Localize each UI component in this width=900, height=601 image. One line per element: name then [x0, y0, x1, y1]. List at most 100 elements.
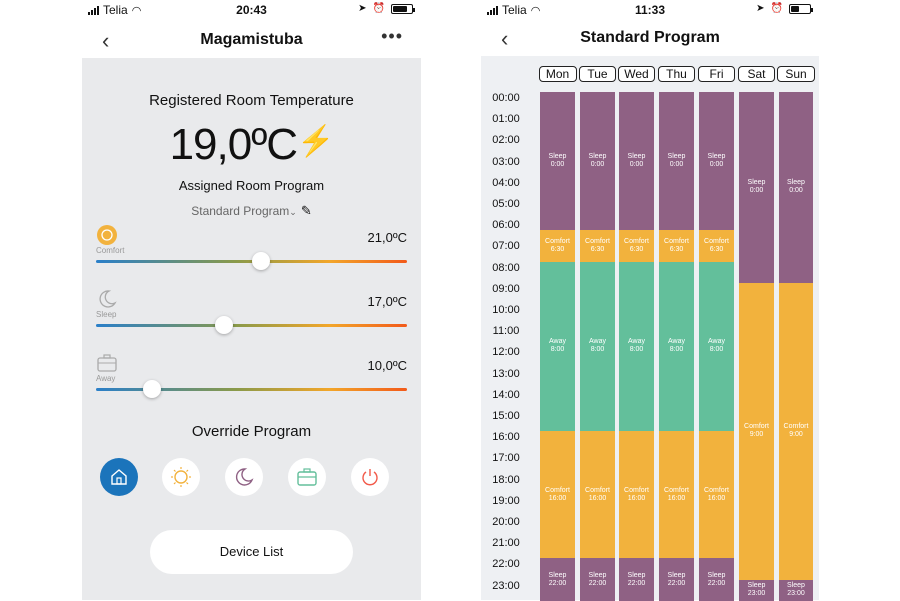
block-time: 0:00: [550, 160, 565, 168]
block-label: Comfort: [545, 486, 570, 494]
hour-label: 11:00: [492, 325, 520, 338]
location-icon: ➤: [756, 3, 765, 14]
status-bar: Telia ◠ 20:43 ➤ ⏰: [82, 0, 421, 20]
sleep-slider-thumb[interactable]: [214, 316, 233, 334]
block-label: Sleep: [787, 582, 805, 590]
schedule-block-sleep[interactable]: Sleep 0:00: [540, 92, 575, 230]
status-bar: Telia ◠ 11:33 ➤ ⏰: [481, 0, 819, 20]
sleep-value: 17,0ºC: [367, 294, 407, 309]
away-slider-track[interactable]: [96, 388, 407, 391]
block-time: 0:00: [789, 187, 803, 195]
block-time: 16:00: [667, 494, 686, 502]
hour-label: 14:00: [492, 388, 520, 401]
status-icons: ➤ ⏰: [358, 3, 415, 14]
day-header-sat: Sat: [738, 66, 775, 82]
day-header-fri: Fri: [698, 66, 735, 82]
override-away-button[interactable]: [288, 458, 326, 496]
page-title: Standard Program: [580, 29, 720, 46]
schedule-block-away[interactable]: Away 8:00: [580, 261, 615, 432]
schedule-block-sleep[interactable]: Sleep 22:00: [619, 558, 654, 601]
override-comfort-button[interactable]: [162, 458, 200, 496]
schedule-block-away[interactable]: Away 8:00: [540, 261, 575, 432]
block-time: 9:00: [749, 431, 764, 439]
hour-label: 07:00: [492, 240, 520, 253]
schedule-block-comfort[interactable]: Comfort 6:30: [699, 229, 734, 262]
temperature-value: 19,0ºC: [169, 120, 298, 169]
schedule-block-comfort[interactable]: Comfort 16:00: [540, 431, 575, 559]
hour-label: 02:00: [492, 134, 520, 147]
block-label: Sleep: [667, 152, 686, 160]
block-time: 22:00: [707, 579, 726, 587]
block-label: Sleep: [667, 571, 686, 579]
schedule-block-sleep[interactable]: Sleep 0:00: [739, 92, 774, 283]
schedule-block-sleep[interactable]: Sleep 23:00: [779, 579, 813, 601]
schedule-block-away[interactable]: Away 8:00: [619, 261, 654, 432]
schedule-block-comfort[interactable]: Comfort 9:00: [779, 282, 813, 580]
override-sleep-button[interactable]: [225, 458, 263, 496]
schedule-block-sleep[interactable]: Sleep 0:00: [779, 92, 813, 283]
wifi-icon: ◠: [530, 4, 541, 17]
schedule-block-sleep[interactable]: Sleep 23:00: [739, 579, 774, 601]
block-label: Comfort: [783, 423, 809, 431]
schedule-block-sleep[interactable]: Sleep 0:00: [619, 92, 654, 230]
schedule-block-sleep[interactable]: Sleep 0:00: [659, 92, 694, 230]
block-label: Comfort: [664, 486, 689, 494]
program-selector[interactable]: Standard Program⌄ ✎: [82, 203, 421, 219]
back-button[interactable]: ‹: [102, 28, 110, 53]
chevron-down-icon: ⌄: [289, 207, 297, 217]
comfort-slider-track[interactable]: [96, 260, 407, 263]
moon-icon: [99, 290, 117, 308]
block-time: 8:00: [709, 346, 724, 354]
alarm-icon: ⏰: [770, 3, 783, 14]
schedule-block-away[interactable]: Away 8:00: [699, 261, 734, 432]
hour-label: 22:00: [492, 558, 520, 571]
away-label: Away: [96, 374, 116, 383]
schedule-block-sleep[interactable]: Sleep 22:00: [659, 558, 694, 601]
block-time: 0:00: [709, 160, 724, 168]
schedule-block-comfort[interactable]: Comfort 6:30: [540, 229, 575, 262]
schedule-block-sleep[interactable]: Sleep 0:00: [580, 92, 615, 230]
override-home-button[interactable]: [100, 458, 138, 496]
signal-icon: [487, 5, 498, 15]
schedule-block-sleep[interactable]: Sleep 22:00: [540, 558, 575, 601]
block-label: Away: [549, 338, 566, 346]
block-label: Comfort: [624, 486, 649, 494]
hour-label: 04:00: [492, 176, 520, 189]
block-label: Away: [589, 338, 606, 346]
sleep-slider-track[interactable]: [96, 324, 407, 327]
schedule-block-comfort[interactable]: Comfort 16:00: [619, 431, 654, 559]
schedule-block-sleep[interactable]: Sleep 22:00: [580, 558, 615, 601]
away-slider-thumb[interactable]: [142, 380, 161, 398]
location-icon: ➤: [358, 3, 367, 14]
block-label: Sleep: [707, 571, 726, 579]
hour-label: 13:00: [492, 367, 520, 380]
schedule-block-comfort[interactable]: Comfort 16:00: [659, 431, 694, 559]
block-label: Comfort: [704, 237, 729, 245]
battery-icon: [789, 3, 813, 14]
block-label: Sleep: [627, 571, 646, 579]
block-label: Comfort: [585, 237, 610, 245]
schedule-block-away[interactable]: Away 8:00: [659, 261, 694, 432]
pencil-icon[interactable]: ✎: [300, 203, 312, 218]
schedule-block-comfort[interactable]: Comfort 16:00: [580, 431, 615, 559]
schedule-block-comfort[interactable]: Comfort 6:30: [619, 229, 654, 262]
schedule-block-comfort[interactable]: Comfort 16:00: [699, 431, 734, 559]
block-time: 22:00: [588, 579, 607, 587]
block-time: 0:00: [669, 160, 684, 168]
schedule-block-comfort[interactable]: Comfort 6:30: [580, 229, 615, 262]
block-time: 16:00: [707, 494, 726, 502]
more-options-button[interactable]: •••: [381, 26, 403, 46]
schedule-block-comfort[interactable]: Comfort 9:00: [739, 282, 774, 580]
schedule-block-comfort[interactable]: Comfort 6:30: [659, 229, 694, 262]
hour-label: 19:00: [492, 494, 520, 507]
block-time: 8:00: [629, 346, 644, 354]
block-time: 6:30: [629, 245, 644, 253]
comfort-slider-thumb[interactable]: [251, 252, 270, 270]
device-list-button[interactable]: Device List: [150, 530, 353, 574]
program-name: Standard Program: [191, 204, 290, 218]
schedule-block-sleep[interactable]: Sleep 22:00: [699, 558, 734, 601]
back-button[interactable]: ‹: [501, 26, 509, 51]
schedule-block-sleep[interactable]: Sleep 0:00: [699, 92, 734, 230]
override-off-button[interactable]: [351, 458, 389, 496]
hour-label: 12:00: [492, 346, 520, 359]
